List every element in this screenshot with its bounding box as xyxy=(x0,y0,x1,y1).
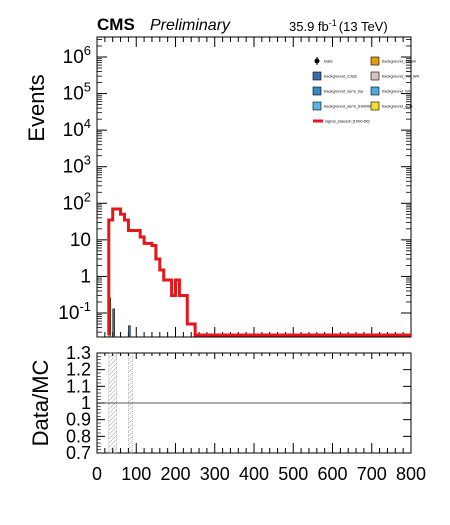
ratio-y-tick-label: 0.9 xyxy=(66,410,91,430)
main-y-tick-label: 10 xyxy=(70,230,91,251)
background-bar xyxy=(128,325,131,338)
legend-label: signal_stausch [1000-50] xyxy=(325,119,369,124)
legend-label: Data xyxy=(324,59,333,64)
background-bar xyxy=(112,308,115,338)
legend-label: background_semi_top xyxy=(324,89,364,94)
legend-label: background_VV_WH xyxy=(382,74,419,79)
legend-label: background_SMwh xyxy=(382,59,416,64)
main-panel: Events 10-1 1 10 102 103 104 105 106 Data backgr… xyxy=(24,36,419,338)
main-y-ticks: 10-1 1 10 102 103 104 105 106 xyxy=(58,39,411,333)
legend-swatch xyxy=(370,56,380,66)
x-tick-label: 400 xyxy=(239,464,269,484)
legend-swatch xyxy=(370,86,380,96)
main-y-tick-label: 10-1 xyxy=(58,299,91,324)
main-y-tick-label: 105 xyxy=(63,80,91,105)
lumi-label: 35.9 fb-1 (13 TeV) xyxy=(289,18,388,34)
legend-label: background_Wh xyxy=(382,89,411,94)
ratio-y-tick-label: 1.2 xyxy=(66,360,91,380)
legend-swatch xyxy=(312,101,322,111)
ratio-y-ticks: 0.70.80.911.11.21.3 xyxy=(66,343,411,463)
main-y-axis-label: Events xyxy=(24,74,49,141)
x-tick-label: 800 xyxy=(396,464,426,484)
ratio-y-tick-label: 1.1 xyxy=(66,376,91,396)
signal-histogram xyxy=(107,207,411,337)
x-tick-label: 0 xyxy=(92,464,102,484)
main-y-tick-label: 103 xyxy=(63,153,91,178)
experiment-label: CMS xyxy=(97,15,135,34)
x-tick-label: 600 xyxy=(317,464,347,484)
legend-swatch xyxy=(312,71,322,81)
x-tick-label: 500 xyxy=(278,464,308,484)
ratio-y-axis-label: Data/MC xyxy=(28,359,53,446)
x-tick-label: 100 xyxy=(121,464,151,484)
ratio-y-tick-label: 0.8 xyxy=(66,426,91,446)
main-y-tick-label: 104 xyxy=(63,116,91,141)
legend-swatch xyxy=(370,101,380,111)
ratio-y-tick-label: 1 xyxy=(81,393,91,413)
x-tick-label: 300 xyxy=(200,464,230,484)
ratio-y-tick-label: 1.3 xyxy=(66,343,91,363)
x-tick-label: 200 xyxy=(160,464,190,484)
main-y-tick-label: 102 xyxy=(63,189,91,214)
ratio-x-ticks: 0 100 200 300 400 500 600 700 800 xyxy=(92,353,426,484)
main-frame xyxy=(96,36,412,338)
legend-label: background_semi_SSWW xyxy=(324,104,371,109)
status-label: Preliminary xyxy=(150,17,231,34)
background-stack xyxy=(108,297,131,338)
main-y-tick-label: 106 xyxy=(63,43,91,68)
legend-swatch xyxy=(312,86,322,96)
main-x-ticks xyxy=(96,37,412,337)
ratio-panel: Data/MC 0.70.80.911.11.21.3 0 100 200 300 40… xyxy=(28,343,426,484)
main-y-tick-label: 1 xyxy=(80,266,91,287)
x-tick-label: 700 xyxy=(357,464,387,484)
legend-label: background_ggH xyxy=(382,104,413,109)
legend-label: background_ZJets xyxy=(324,74,357,79)
ratio-y-tick-label: 0.7 xyxy=(66,443,91,463)
legend-swatch xyxy=(370,71,380,81)
